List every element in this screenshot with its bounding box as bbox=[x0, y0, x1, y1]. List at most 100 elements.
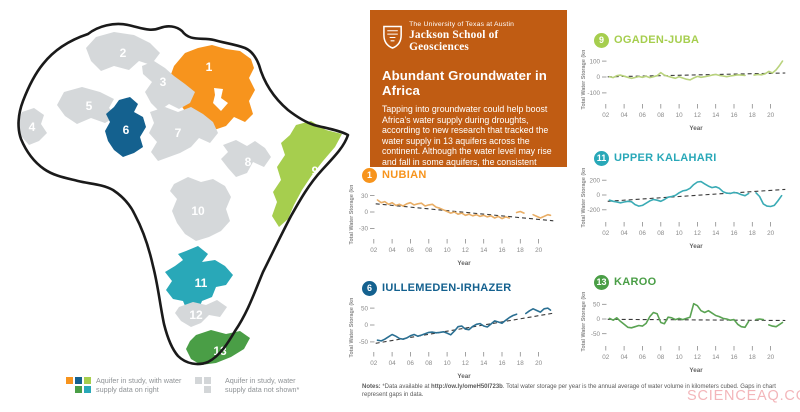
y-tick-label: 50 bbox=[361, 305, 369, 312]
legend-swatch bbox=[204, 386, 211, 393]
x-tick-label: 12 bbox=[694, 354, 702, 361]
x-tick-label: 16 bbox=[498, 360, 506, 367]
x-axis-label: Year bbox=[457, 373, 471, 380]
chart-badge: 11 bbox=[594, 150, 609, 166]
y-tick-label: 0 bbox=[596, 192, 600, 199]
y-tick-label: 0 bbox=[364, 322, 368, 329]
x-tick-label: 20 bbox=[767, 112, 775, 119]
chart-header: 6 IULLEMEDEN-IRHAZER bbox=[362, 280, 570, 296]
legend-swatch bbox=[84, 386, 91, 393]
x-tick-label: 12 bbox=[694, 230, 702, 237]
x-tick-label: 08 bbox=[657, 354, 665, 361]
x-tick-label: 16 bbox=[498, 247, 506, 254]
x-tick-label: 14 bbox=[712, 354, 720, 361]
data-series-line bbox=[753, 60, 784, 76]
infographic-title: Abundant Groundwater in Africa bbox=[382, 68, 547, 98]
chart-badge: 13 bbox=[594, 274, 609, 290]
x-tick-label: 10 bbox=[676, 354, 684, 361]
legend-item-with-data: Aquifer in study, with water supply data… bbox=[66, 376, 181, 395]
chart-plot: 50 0 -50 02 04 06 08 10 12 14 16 18 20 Total Water St… bbox=[349, 298, 554, 380]
y-axis-label: Total Water Storage (km³) bbox=[349, 298, 355, 358]
x-tick-label: 20 bbox=[767, 354, 775, 361]
x-tick-label: 20 bbox=[767, 230, 775, 237]
chart-header: 9 OGADEN-JUBA bbox=[594, 32, 800, 48]
chart-iullemeden: 6 IULLEMEDEN-IRHAZER 50 0 -50 02 04 06 08 10 12 1… bbox=[346, 280, 570, 382]
chart-title: KAROO bbox=[614, 276, 657, 288]
aquifer-region-number: 4 bbox=[29, 120, 36, 134]
aquifer-region-12 bbox=[175, 300, 227, 327]
chart-title: NUBIAN bbox=[382, 169, 427, 181]
legend-swatch bbox=[75, 386, 82, 393]
x-tick-label: 16 bbox=[730, 230, 738, 237]
aquifer-region-2 bbox=[86, 32, 160, 71]
y-tick-label: -50 bbox=[359, 339, 369, 346]
x-tick-label: 04 bbox=[389, 247, 397, 254]
aquifer-region-7 bbox=[149, 107, 218, 161]
x-tick-label: 02 bbox=[370, 247, 378, 254]
infographic-body: Tapping into groundwater could help boos… bbox=[382, 104, 552, 188]
x-tick-label: 18 bbox=[749, 230, 757, 237]
data-series-line bbox=[608, 71, 746, 81]
y-tick-label: -30 bbox=[359, 226, 369, 233]
data-series-line bbox=[755, 191, 783, 208]
y-axis-label: Total Water Storage (km³) bbox=[581, 168, 587, 228]
legend-item-not-shown: Aquifer in study, water supply data not … bbox=[195, 376, 299, 395]
x-tick-label: 10 bbox=[676, 230, 684, 237]
x-tick-label: 08 bbox=[425, 247, 433, 254]
x-tick-label: 14 bbox=[480, 360, 488, 367]
aquifer-region-number: 3 bbox=[160, 75, 167, 89]
chart-header: 1 NUBIAN bbox=[362, 167, 570, 183]
x-tick-label: 14 bbox=[480, 247, 488, 254]
aquifer-region-number: 6 bbox=[123, 123, 130, 137]
x-axis-label: Year bbox=[689, 125, 703, 132]
aquifer-region-number: 12 bbox=[189, 308, 203, 322]
map-legend: Aquifer in study, with water supply data… bbox=[62, 374, 362, 408]
chart-plot: 30 0 -30 02 04 06 08 10 12 14 16 18 20 Total Water St… bbox=[349, 185, 554, 267]
x-axis-label: Year bbox=[689, 243, 703, 250]
x-tick-label: 18 bbox=[517, 247, 525, 254]
x-tick-label: 06 bbox=[639, 354, 647, 361]
x-tick-label: 18 bbox=[749, 112, 757, 119]
aquifer-region-number: 8 bbox=[245, 155, 252, 169]
data-series-line bbox=[525, 307, 552, 315]
chart-plot: 50 0 -50 02 04 06 08 10 12 14 16 18 20 Total Water St… bbox=[581, 292, 786, 374]
info-panel: The University of Texas at Austin Jackso… bbox=[370, 10, 567, 188]
x-tick-label: 18 bbox=[517, 360, 525, 367]
footnotes: Notes: *Data available at http://ow.ly/o… bbox=[362, 384, 798, 400]
aquifer-region-11 bbox=[165, 246, 233, 313]
x-tick-label: 02 bbox=[370, 360, 378, 367]
x-tick-label: 20 bbox=[535, 247, 543, 254]
aquifer-region-8 bbox=[221, 140, 271, 177]
y-tick-label: 0 bbox=[596, 74, 600, 81]
x-tick-label: 16 bbox=[730, 354, 738, 361]
aquifer-region-number: 9 bbox=[312, 164, 319, 178]
x-tick-label: 06 bbox=[639, 112, 647, 119]
y-tick-label: -100 bbox=[587, 90, 600, 97]
y-tick-label: 50 bbox=[593, 302, 601, 309]
y-tick-label: 200 bbox=[589, 177, 600, 184]
legend-label: Aquifer in study, with water supply data… bbox=[96, 376, 181, 395]
chart-title: OGADEN-JUBA bbox=[614, 34, 700, 46]
x-tick-label: 12 bbox=[462, 247, 470, 254]
chart-title: IULLEMEDEN-IRHAZER bbox=[382, 282, 512, 294]
x-tick-label: 06 bbox=[407, 247, 415, 254]
chart-title: UPPER KALAHARI bbox=[614, 152, 717, 164]
y-tick-label: -50 bbox=[591, 331, 601, 338]
x-axis-label: Year bbox=[689, 367, 703, 374]
notes-url: http://ow.ly/omeH50I723b bbox=[431, 384, 503, 390]
chart-badge: 6 bbox=[362, 280, 377, 296]
data-series-line bbox=[608, 302, 750, 329]
trend-line bbox=[375, 203, 554, 222]
aquifer-region-number: 7 bbox=[175, 126, 182, 140]
x-tick-label: 04 bbox=[621, 354, 629, 361]
trend-line bbox=[607, 188, 786, 202]
aquifer-region-10 bbox=[170, 177, 231, 241]
x-tick-label: 08 bbox=[657, 230, 665, 237]
x-tick-label: 04 bbox=[621, 230, 629, 237]
legend-swatch bbox=[66, 377, 73, 384]
legend-label-line: supply data on right bbox=[96, 385, 159, 395]
chart-plot: 100 0 -100 02 04 06 08 10 12 14 16 18 20 Total Water … bbox=[581, 50, 786, 132]
x-tick-label: 12 bbox=[694, 112, 702, 119]
x-tick-label: 04 bbox=[621, 112, 629, 119]
